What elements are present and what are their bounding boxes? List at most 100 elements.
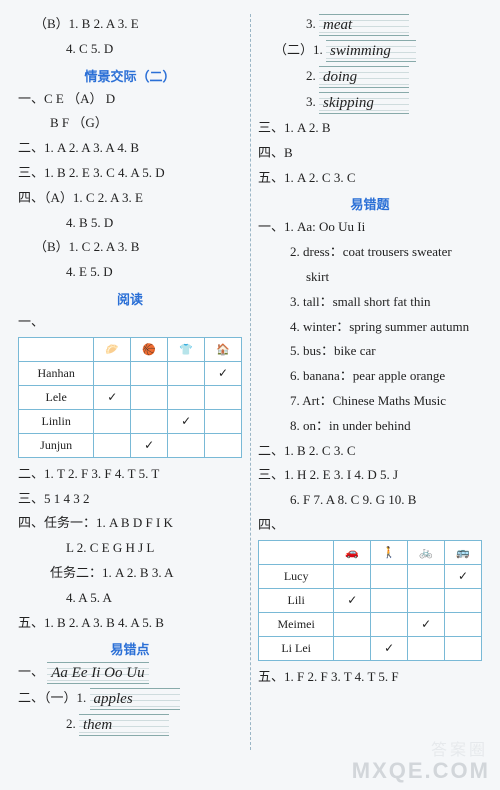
handwrite-row: 二、（一）1. apples [18,688,242,710]
text-line: L 2. C E G H J L [18,538,242,559]
cell: ✓ [371,636,408,660]
th-icon: 🚶 [371,540,408,564]
text-line: 四、任务一：1. A B D F I K [18,513,242,534]
text-line: 4. A 5. A [18,588,242,609]
text-line: 6. F 7. A 8. C 9. G 10. B [258,490,482,511]
text-line: （B）1. C 2. A 3. B [18,237,242,258]
text-line: 6. banana：pear apple orange [258,366,482,387]
table-header-row: 🥟 🏀 👕 🏠 [19,337,242,361]
text-line: 2. dress：coat trousers sweater [258,242,482,263]
cell: ✓ [445,564,482,588]
text-line: 五、1. B 2. A 3. B 4. A 5. B [18,613,242,634]
table-lucy: 🚗 🚶 🚲 🚌 Lucy ✓ Lili ✓ Meimei [258,540,482,661]
table-row: Lele ✓ [19,385,242,409]
text-line: 7. Art：Chinese Maths Music [258,391,482,412]
label: （二）1. [274,42,323,57]
th-icon: 🥟 [94,337,131,361]
section-title: 阅读 [18,289,242,308]
cell [205,385,242,409]
handwrite-row: 2. them [18,714,242,736]
label: 2. [66,716,76,731]
table-row: Lucy ✓ [259,564,482,588]
cell [94,361,131,385]
cell [408,636,445,660]
handwriting: apples [90,688,180,710]
text-line: 4. C 5. D [18,39,242,60]
cell [131,409,168,433]
cell [408,564,445,588]
section-title: 易错点 [18,639,242,658]
table-row: Lili ✓ [259,588,482,612]
text-line: 三、1. A 2. B [258,118,482,139]
text-line: skirt [258,267,482,288]
cell [205,433,242,457]
table-hanhan: 🥟 🏀 👕 🏠 Hanhan ✓ Lele ✓ Linlin [18,337,242,458]
table-row: Li Lei ✓ [259,636,482,660]
text-line: 任务二：1. A 2. B 3. A [18,563,242,584]
th-icon: 🚗 [334,540,371,564]
cell [131,361,168,385]
handwrite-row: 3. meat [258,14,482,36]
right-column: 3. meat （二）1. swimming 2. doing 3. skipp… [258,14,482,740]
row-name: Li Lei [259,636,334,660]
th-icon: 🏠 [205,337,242,361]
cell: ✓ [205,361,242,385]
handwriting: doing [319,66,409,88]
cell [445,588,482,612]
watermark: MXQE.COM [352,758,490,784]
cell [334,564,371,588]
section-title: 易错题 [258,194,482,213]
row-name: Linlin [19,409,94,433]
handwriting: skipping [319,92,409,114]
cell [168,385,205,409]
cell [94,409,131,433]
text-line: 一、C E （A） D [18,89,242,110]
th-blank [19,337,94,361]
handwriting: them [79,714,169,736]
row-name: Lili [259,588,334,612]
label: 二、（一）1. [18,690,86,705]
cell [334,636,371,660]
row-name: Lucy [259,564,334,588]
text-line: 五、1. F 2. F 3. T 4. T 5. F [258,667,482,688]
cell [168,361,205,385]
text-line: （B）1. B 2. A 3. E [18,14,242,35]
section-title: 情景交际（二） [18,66,242,85]
row-name: Lele [19,385,94,409]
th-icon: 🚌 [445,540,482,564]
table-row: Hanhan ✓ [19,361,242,385]
cell [445,636,482,660]
table-row: Junjun ✓ [19,433,242,457]
row-name: Hanhan [19,361,94,385]
text-line: 5. bus：bike car [258,341,482,362]
text-line: 4. winter：spring summer autumn [258,317,482,338]
handwriting: meat [319,14,409,36]
cell [445,612,482,636]
text-line: 一、1. Aa: Oo Uu Ii [258,217,482,238]
text-line: 四、B [258,143,482,164]
label: 3. [306,94,316,109]
cell: ✓ [408,612,445,636]
cell [94,433,131,457]
text-line: 三、1. B 2. E 3. C 4. A 5. D [18,163,242,184]
cell [371,612,408,636]
text-line: 3. tall：small short fat thin [258,292,482,313]
cell [334,612,371,636]
label: 2. [306,68,316,83]
handwrite-row: （二）1. swimming [258,40,482,62]
th-icon: 🏀 [131,337,168,361]
text-line: 三、1. H 2. E 3. I 4. D 5. J [258,465,482,486]
cell [131,385,168,409]
text-line: 4. E 5. D [18,262,242,283]
table-row: Meimei ✓ [259,612,482,636]
text-line: 二、1. T 2. F 3. F 4. T 5. T [18,464,242,485]
th-icon: 👕 [168,337,205,361]
cell: ✓ [334,588,371,612]
cell [371,564,408,588]
label: 一、 [18,664,44,679]
handwriting: swimming [326,40,416,62]
cell: ✓ [168,409,205,433]
text-line: 二、1. B 2. C 3. C [258,441,482,462]
th-blank [259,540,334,564]
th-icon: 🚲 [408,540,445,564]
